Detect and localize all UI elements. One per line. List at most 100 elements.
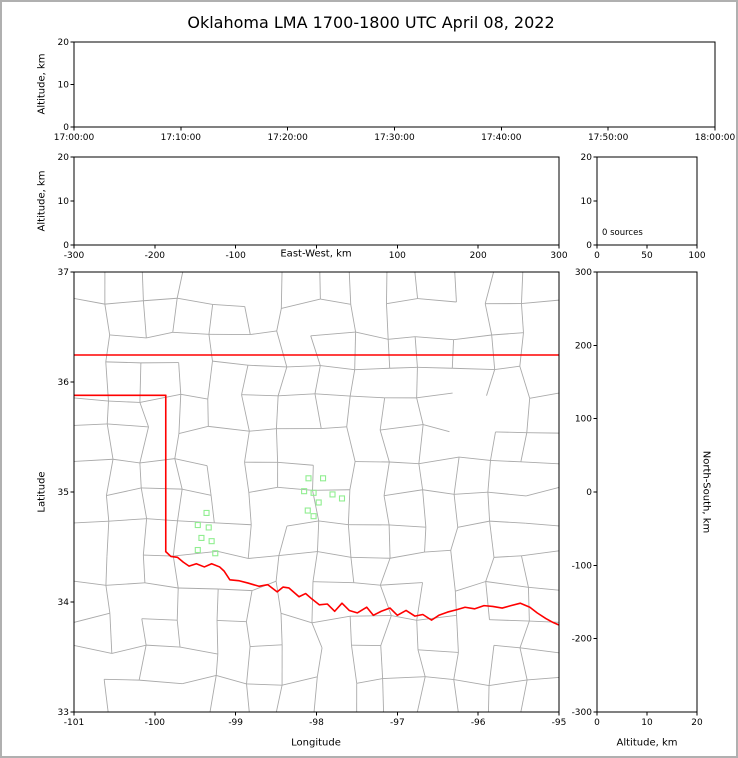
county-line bbox=[318, 520, 349, 526]
county-line bbox=[525, 487, 559, 497]
county-line bbox=[218, 588, 253, 592]
county-line bbox=[250, 644, 283, 647]
county-boundaries bbox=[74, 272, 559, 712]
county-line bbox=[391, 615, 417, 621]
county-line bbox=[493, 644, 521, 649]
county-line bbox=[246, 683, 283, 686]
county-line bbox=[494, 365, 520, 371]
county-line bbox=[246, 646, 251, 684]
county-line bbox=[176, 587, 179, 621]
county-line bbox=[241, 394, 250, 432]
county-line bbox=[311, 622, 323, 649]
county-line bbox=[141, 272, 144, 301]
county-line bbox=[278, 525, 288, 556]
county-line bbox=[452, 367, 495, 371]
alt-histogram-y-tick-label: 0 bbox=[586, 241, 592, 251]
county-line bbox=[485, 581, 490, 620]
county-line bbox=[487, 491, 527, 497]
county-line bbox=[141, 618, 147, 646]
county-line bbox=[416, 582, 424, 621]
county-line bbox=[208, 334, 213, 362]
county-line bbox=[74, 644, 112, 654]
county-line bbox=[453, 457, 460, 495]
map-y-tick-label: 37 bbox=[58, 268, 69, 278]
county-line bbox=[386, 298, 418, 305]
county-line bbox=[105, 459, 114, 496]
county-line bbox=[317, 551, 352, 558]
county-line bbox=[414, 272, 419, 299]
county-line bbox=[489, 521, 495, 558]
county-line bbox=[278, 551, 318, 557]
county-line bbox=[450, 550, 456, 592]
map-y-tick-label: 33 bbox=[58, 708, 69, 718]
county-line bbox=[209, 675, 217, 712]
station-marker bbox=[338, 495, 346, 502]
county-line bbox=[172, 298, 178, 333]
county-line bbox=[248, 486, 278, 493]
ew-height-x-tick-label: -300 bbox=[64, 251, 85, 261]
county-line bbox=[525, 522, 559, 527]
county-line bbox=[216, 675, 247, 685]
county-line bbox=[246, 683, 250, 712]
county-line bbox=[346, 395, 351, 427]
county-line bbox=[484, 303, 493, 336]
county-line bbox=[379, 397, 386, 431]
county-line bbox=[415, 336, 454, 341]
county-line bbox=[245, 621, 251, 647]
county-line bbox=[417, 366, 453, 369]
ew-height-y-tick-label: 0 bbox=[63, 241, 69, 251]
ew-height-x-tick-label: -200 bbox=[145, 251, 166, 261]
county-line bbox=[172, 331, 209, 335]
county-line bbox=[108, 400, 140, 403]
county-line bbox=[355, 331, 389, 340]
county-line bbox=[380, 582, 423, 586]
county-line bbox=[495, 431, 527, 434]
county-line bbox=[453, 334, 492, 341]
county-line bbox=[286, 520, 319, 527]
ew-height-bg bbox=[74, 157, 559, 245]
red-river-border-line bbox=[164, 550, 559, 626]
station-marker bbox=[212, 550, 219, 557]
county-line bbox=[111, 644, 147, 654]
county-line bbox=[387, 339, 391, 369]
county-line bbox=[182, 675, 217, 685]
county-line bbox=[350, 557, 355, 583]
county-line bbox=[311, 615, 351, 624]
station-marker bbox=[304, 507, 311, 514]
county-line bbox=[172, 520, 178, 557]
county-line bbox=[208, 304, 214, 335]
county-line bbox=[250, 330, 277, 335]
county-line bbox=[244, 306, 251, 335]
county-line bbox=[486, 369, 496, 396]
county-line bbox=[453, 679, 459, 712]
county-line bbox=[521, 303, 524, 333]
county-line bbox=[490, 431, 496, 461]
county-line bbox=[521, 299, 559, 305]
county-line bbox=[312, 551, 318, 582]
time-height-x-tick-label: 17:30:00 bbox=[374, 133, 415, 143]
county-line bbox=[416, 397, 424, 425]
county-line bbox=[519, 647, 528, 680]
ew-height-x-tick-label: 200 bbox=[470, 251, 487, 261]
county-line bbox=[74, 397, 109, 402]
county-line bbox=[416, 620, 419, 650]
county-line bbox=[418, 463, 424, 490]
alt-histogram-x-tick-label: 0 bbox=[594, 251, 600, 261]
ns-height-ylabel: North-South, km bbox=[700, 450, 712, 534]
county-line bbox=[422, 424, 450, 433]
county-line bbox=[103, 679, 109, 712]
county-line bbox=[356, 678, 383, 684]
county-line bbox=[380, 645, 384, 679]
chart-title: Oklahoma LMA 1700-1800 UTC April 08, 202… bbox=[187, 13, 555, 32]
county-line bbox=[146, 518, 178, 522]
county-line bbox=[142, 300, 147, 338]
county-line bbox=[214, 522, 252, 526]
ew-height-ylabel: Altitude, km bbox=[36, 170, 48, 232]
county-line bbox=[389, 461, 419, 465]
county-line bbox=[383, 461, 390, 496]
county-line bbox=[108, 518, 147, 522]
county-line bbox=[172, 555, 179, 589]
county-line bbox=[312, 489, 350, 491]
station-marker bbox=[315, 499, 322, 506]
station-marker bbox=[310, 489, 317, 496]
